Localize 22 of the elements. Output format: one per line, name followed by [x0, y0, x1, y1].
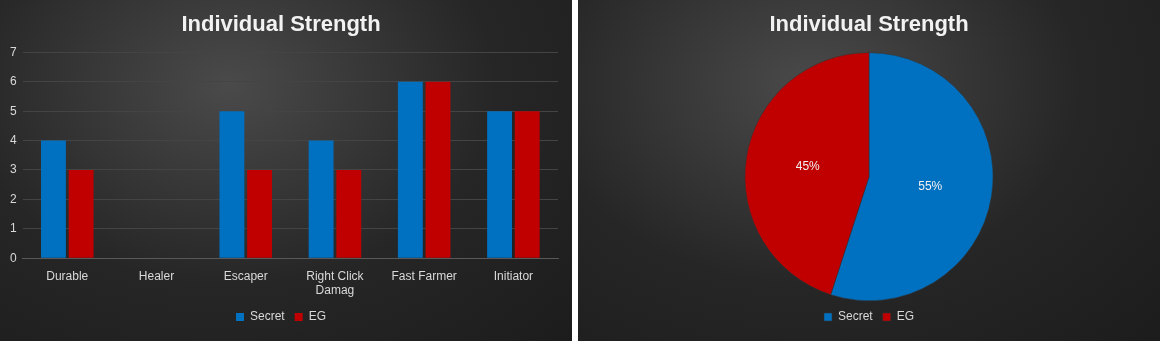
x-tick-label: Durable	[46, 268, 89, 283]
x-tick-label: Escaper	[223, 268, 268, 283]
chart-title: Individual Strength	[181, 11, 381, 37]
y-tick-label: 2	[9, 191, 17, 206]
legend-label: Secret	[837, 309, 874, 324]
x-tick-label: Initiator	[493, 268, 534, 283]
y-tick-label: 4	[9, 132, 17, 147]
y-tick-label: 6	[9, 74, 17, 89]
y-tick-label: 5	[9, 103, 17, 118]
legend-label: Secret	[249, 309, 286, 324]
legend-label: EG	[308, 309, 327, 324]
y-tick-label: 7	[9, 44, 17, 59]
x-tick-label: Right Click Damag	[306, 268, 365, 298]
y-tick-label: 1	[9, 221, 17, 236]
chart-title: Individual Strength	[769, 11, 969, 37]
legend-label: EG	[896, 309, 915, 324]
y-tick-label: 3	[9, 162, 17, 177]
x-tick-label: Fast Farmer	[391, 268, 457, 283]
data-label: 55%	[918, 178, 943, 193]
y-tick-label: 0	[9, 250, 17, 265]
x-tick-label: Healer	[138, 268, 175, 283]
data-label: 45%	[795, 159, 821, 174]
